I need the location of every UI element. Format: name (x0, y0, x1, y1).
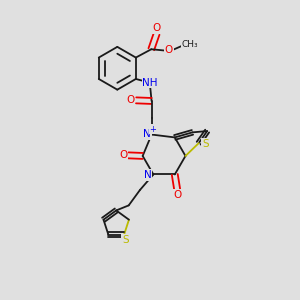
Text: O: O (152, 23, 161, 33)
Text: N: N (144, 170, 151, 180)
Text: O: O (119, 150, 127, 161)
Text: NH: NH (142, 77, 158, 88)
Text: O: O (173, 190, 181, 200)
Text: CH₃: CH₃ (181, 40, 198, 49)
Text: N: N (143, 129, 151, 139)
Text: O: O (165, 45, 173, 56)
Text: S: S (122, 235, 129, 245)
Text: +: + (150, 125, 157, 134)
Text: S: S (202, 139, 208, 149)
Text: O: O (126, 95, 134, 105)
